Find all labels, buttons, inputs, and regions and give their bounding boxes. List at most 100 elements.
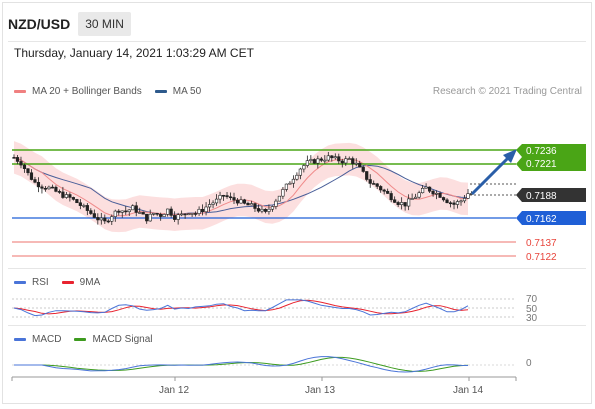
candle-up — [148, 213, 152, 222]
candle-down — [22, 164, 27, 169]
candle-up — [284, 183, 289, 190]
candle-down — [183, 213, 187, 216]
candle-up — [354, 162, 358, 165]
candle-up — [326, 155, 330, 161]
candle-up — [323, 159, 327, 162]
rsi-50-label: 50 — [526, 304, 538, 315]
candle-up — [420, 188, 425, 194]
candle-down — [159, 213, 163, 217]
candle-down — [319, 158, 323, 161]
candle-down — [75, 199, 79, 204]
candle-up — [218, 194, 222, 200]
legend-label-macd: MACD — [32, 334, 62, 345]
chart-header: NZD/USD 30 MIN — [8, 12, 131, 36]
candle-up — [277, 195, 282, 202]
candle-down — [61, 191, 65, 198]
chart-frame — [2, 2, 592, 404]
candle-down — [368, 179, 372, 184]
candle-down — [256, 208, 261, 212]
candlestick-group — [12, 151, 474, 225]
candle-up — [64, 194, 68, 198]
candle-up — [166, 208, 170, 215]
candle-down — [71, 197, 75, 200]
bollinger-swatch-icon — [14, 90, 26, 93]
macd-divider — [8, 325, 586, 326]
candle-down — [145, 213, 149, 222]
candle-up — [260, 208, 264, 212]
candle-down — [200, 208, 205, 213]
candle-down — [141, 212, 145, 215]
candle-down — [15, 157, 20, 162]
candle-up — [309, 159, 313, 161]
tag-resistance1: 0.7221 — [516, 157, 586, 171]
candle-down — [330, 155, 334, 159]
candle-down — [246, 203, 250, 206]
candle-down — [438, 192, 442, 198]
candle-down — [12, 157, 16, 159]
main-legend: MA 20 + Bollinger Bands MA 50 — [14, 86, 214, 97]
candle-up — [214, 198, 219, 204]
candle-down — [228, 196, 233, 199]
candle-up — [295, 174, 299, 180]
tag-resistance1-text: 0.7221 — [526, 159, 557, 170]
candle-down — [173, 215, 177, 220]
candle-down — [389, 193, 393, 201]
candle-down — [29, 172, 34, 180]
macd-signal-line — [14, 356, 469, 372]
rsi-9ma-line — [13, 299, 469, 315]
tag-support1-text: 0.7137 — [526, 238, 557, 249]
tag-resistance2-text: 0.7236 — [526, 146, 557, 157]
candle-down — [194, 213, 198, 215]
candle-up — [207, 204, 212, 208]
candle-up — [211, 202, 215, 205]
candle-up — [82, 205, 86, 207]
macd-signal-swatch-icon — [74, 338, 87, 341]
candle-down — [431, 190, 435, 195]
candle-up — [138, 212, 142, 214]
candle-down — [26, 168, 30, 174]
candle-down — [403, 202, 407, 207]
tag-current: 0.7188 — [516, 188, 586, 202]
tag-resistance2: 0.7236 — [516, 144, 586, 157]
candle-up — [162, 214, 166, 217]
legend-item-bollinger: MA 20 + Bollinger Bands — [14, 86, 142, 97]
candle-down — [78, 202, 82, 206]
candle-down — [68, 194, 72, 198]
candle-up — [249, 203, 254, 206]
candle-down — [351, 158, 355, 165]
candle-down — [393, 199, 397, 203]
candle-up — [99, 217, 103, 221]
rsi-swatch-icon — [14, 281, 26, 284]
candle-up — [110, 216, 114, 222]
candle-up — [120, 210, 124, 213]
candle-up — [455, 201, 460, 205]
candle-up — [298, 168, 302, 176]
candle-down — [448, 202, 453, 205]
candle-up — [434, 192, 439, 195]
rsi-divider — [8, 268, 586, 269]
candle-down — [43, 187, 48, 190]
candle-up — [187, 213, 191, 216]
legend-item-macd: MACD — [14, 334, 61, 345]
candle-up — [127, 209, 131, 213]
candle-down — [232, 197, 236, 201]
legend-label-9ma: 9MA — [79, 277, 101, 288]
candle-down — [85, 205, 89, 211]
candle-down — [337, 156, 341, 162]
timeframe-button[interactable]: 30 MIN — [78, 12, 131, 36]
legend-label-bollinger: MA 20 + Bollinger Bands — [32, 86, 142, 97]
candle-down — [445, 199, 449, 204]
legend-item-ma50: MA 50 — [154, 86, 201, 97]
candle-down — [263, 208, 268, 212]
candle-down — [452, 202, 456, 205]
candle-down — [361, 166, 365, 172]
candle-up — [424, 186, 428, 189]
candle-down — [242, 199, 247, 204]
candle-up — [239, 199, 243, 204]
candle-up — [152, 213, 156, 215]
candle-down — [117, 210, 121, 213]
candle-down — [155, 213, 159, 215]
macd-legend: MACD MACD Signal — [14, 334, 165, 345]
candle-up — [302, 165, 306, 170]
candle-down — [134, 205, 138, 213]
